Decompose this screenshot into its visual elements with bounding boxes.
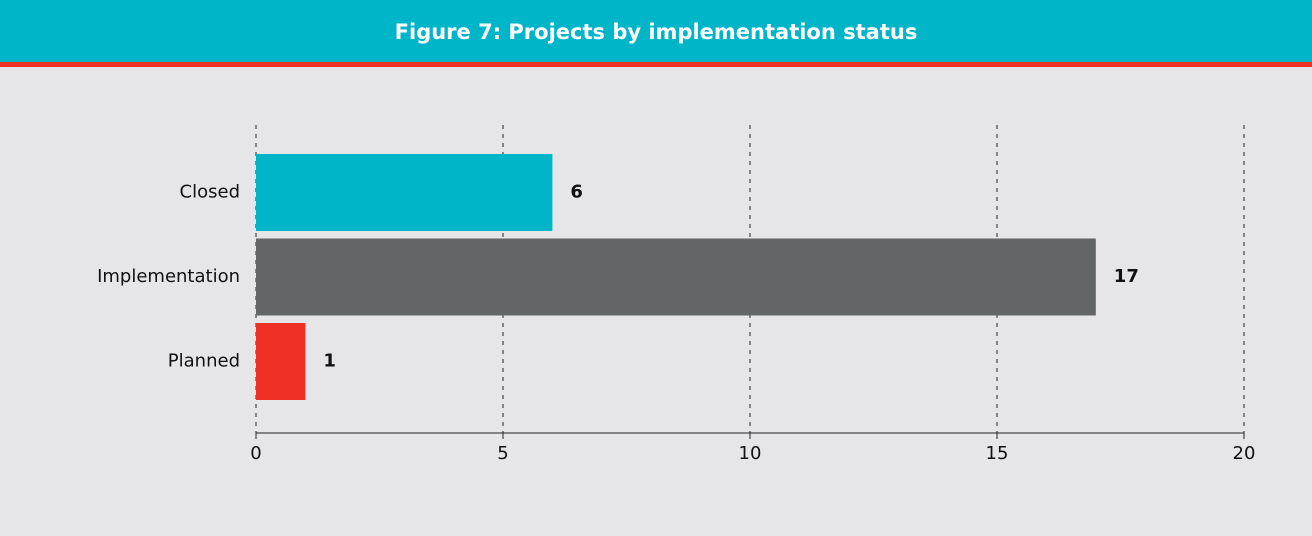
value-label: 17: [1114, 266, 1139, 287]
x-tick-label: 5: [497, 443, 508, 464]
bar: [256, 323, 306, 400]
x-tick-label: 20: [1233, 443, 1256, 464]
header-rule: [0, 62, 1312, 67]
value-label: 1: [323, 351, 336, 372]
chart-title: Figure 7: Projects by implementation sta…: [395, 20, 918, 44]
y-tick-label: Closed: [180, 182, 240, 203]
value-label: 6: [570, 182, 583, 203]
bar: [256, 154, 553, 231]
x-tick-label: 10: [739, 443, 762, 464]
y-tick-label: Implementation: [97, 266, 240, 287]
y-tick-label: Planned: [168, 351, 240, 372]
x-tick-label: 0: [250, 443, 261, 464]
header-band: [0, 0, 1312, 62]
bar: [256, 238, 1096, 316]
x-tick-label: 15: [986, 443, 1009, 464]
